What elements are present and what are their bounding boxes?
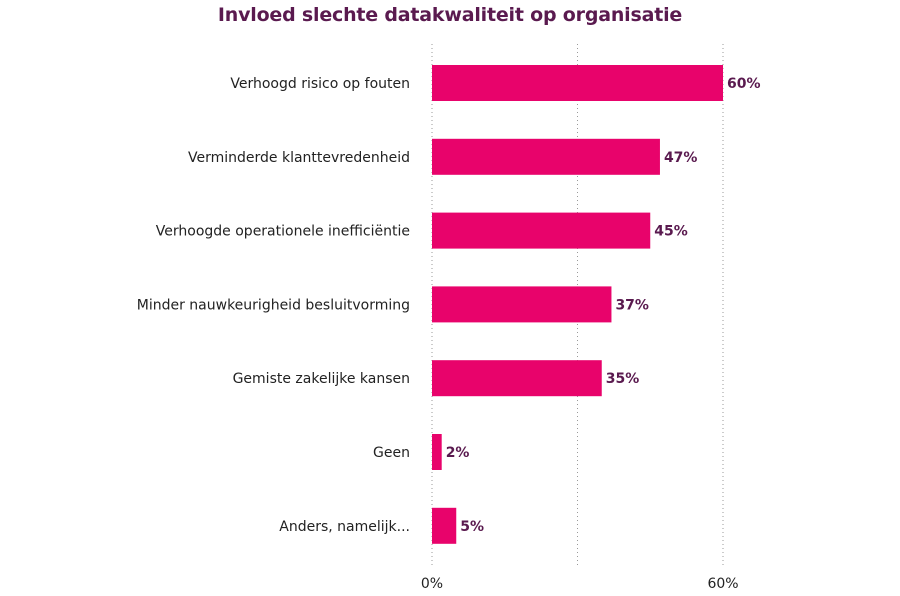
category-label: Verhoogd risico op fouten — [230, 76, 410, 92]
chart-title: Invloed slechte datakwaliteit op organis… — [217, 4, 683, 26]
bar — [432, 434, 442, 470]
bar — [432, 138, 660, 175]
x-tick-label: 60% — [707, 576, 738, 592]
data-label: 35% — [606, 371, 640, 387]
data-label: 60% — [727, 76, 761, 92]
category-label: Anders, namelijk... — [279, 519, 410, 535]
bar — [432, 360, 602, 397]
data-label: 5% — [460, 519, 484, 535]
data-label: 45% — [654, 224, 688, 240]
category-label: Minder nauwkeurigheid besluitvorming — [137, 297, 410, 313]
data-label: 2% — [446, 445, 470, 461]
data-label: 37% — [615, 297, 649, 313]
x-tick-label: 0% — [421, 576, 443, 592]
bar — [432, 507, 457, 544]
category-label: Verminderde klanttevredenheid — [188, 150, 410, 166]
category-label: Geen — [373, 445, 410, 461]
bar — [432, 65, 723, 101]
category-label: Gemiste zakelijke kansen — [233, 371, 410, 387]
data-label: 47% — [664, 150, 698, 166]
category-label: Verhoogde operationele inefficiëntie — [156, 224, 410, 240]
bar — [432, 212, 651, 249]
bar — [432, 286, 612, 323]
